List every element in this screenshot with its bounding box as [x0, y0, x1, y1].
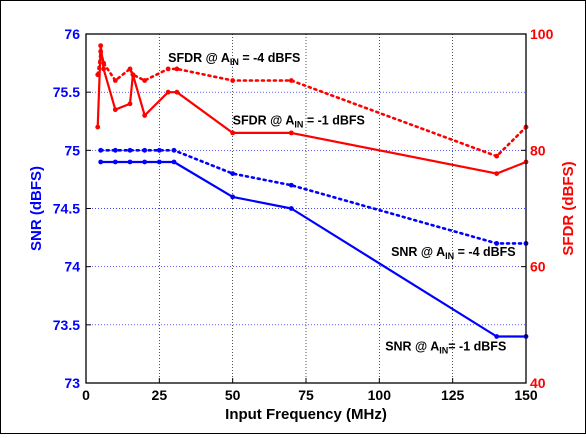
- data-point: [494, 171, 500, 177]
- data-point: [156, 147, 162, 153]
- annotation-label: SFDR @ AIN = -4 dBFS: [168, 51, 300, 67]
- y-right-tick-label: 60: [530, 259, 546, 275]
- data-point: [98, 147, 104, 153]
- data-point: [112, 107, 118, 113]
- data-point: [142, 147, 148, 153]
- data-point: [171, 159, 177, 165]
- x-tick-label: 100: [368, 387, 392, 403]
- data-point: [112, 78, 118, 83]
- x-tick-label: 0: [82, 387, 90, 403]
- data-point: [95, 72, 101, 78]
- data-point: [230, 78, 236, 83]
- annotation-label: SFDR @ AIN = -1 dBFS: [233, 114, 365, 130]
- data-point: [127, 101, 133, 107]
- data-point: [156, 159, 162, 165]
- y-left-tick-label: 76: [64, 26, 80, 42]
- data-point: [98, 159, 104, 165]
- data-point: [230, 194, 236, 200]
- x-axis-label: Input Frequency (MHz): [225, 406, 387, 423]
- gridlines: [86, 34, 526, 383]
- y-axis-right-label: SFDR (dBFS): [560, 161, 577, 255]
- y-left-tick-label: 74: [64, 259, 80, 275]
- data-point: [288, 206, 294, 211]
- data-point: [494, 334, 500, 339]
- data-point: [494, 153, 500, 159]
- data-point: [142, 159, 148, 165]
- data-point: [130, 72, 136, 78]
- y-left-tick-label: 73.5: [53, 317, 80, 333]
- y-left-tick-label: 74.5: [53, 201, 80, 217]
- y-left-tick-label: 75: [64, 142, 80, 158]
- data-point: [230, 130, 236, 136]
- data-point: [142, 78, 148, 83]
- data-point: [101, 60, 106, 66]
- data-point: [230, 171, 236, 177]
- axis-ticks: 0 25 50 75 100 125 150 73 73.5 74 74.5 75 75.5 76 40 60…: [53, 26, 554, 403]
- data-point: [127, 159, 133, 165]
- y-right-tick-label: 100: [530, 26, 554, 42]
- data-point: [98, 49, 104, 54]
- y-left-tick-label: 73: [64, 375, 80, 391]
- data-point: [174, 66, 180, 72]
- data-point: [174, 89, 180, 95]
- data-point: [494, 241, 500, 246]
- data-point: [165, 66, 171, 72]
- series-line-3: [96, 44, 527, 175]
- data-point: [288, 78, 294, 83]
- series-line-0: [99, 149, 528, 245]
- data-point: [127, 147, 133, 153]
- data-point: [288, 130, 294, 136]
- x-tick-label: 125: [441, 387, 465, 403]
- data-point: [101, 66, 106, 72]
- annotation-label: SNR @ AIN = -4 dBFS: [391, 245, 516, 261]
- series-line-1: [100, 160, 526, 338]
- annotations: SFDR @ AIN = -4 dBFS SFDR @ AIN = -1 dBFS…: [168, 51, 515, 356]
- x-tick-label: 50: [225, 387, 241, 403]
- x-tick-label: 75: [298, 387, 314, 403]
- data-point: [112, 159, 118, 165]
- data-point: [142, 113, 148, 118]
- series-lines: [96, 44, 528, 338]
- data-point: [288, 182, 294, 188]
- data-point: [165, 89, 171, 95]
- data-point: [98, 43, 104, 49]
- data-point: [127, 66, 133, 72]
- annotation-label: SNR @ AIN= -1 dBFS: [385, 339, 506, 355]
- y-axis-left-label: SNR (dBFS): [28, 166, 45, 251]
- data-point: [95, 124, 101, 130]
- x-tick-label: 25: [152, 387, 168, 403]
- data-point: [112, 147, 118, 153]
- x-tick-label: 150: [514, 387, 538, 403]
- y-right-tick-label: 40: [530, 375, 546, 391]
- data-point: [171, 147, 177, 153]
- y-left-tick-label: 75.5: [53, 84, 80, 100]
- series-line-2: [96, 50, 528, 158]
- y-right-tick-label: 80: [530, 142, 546, 158]
